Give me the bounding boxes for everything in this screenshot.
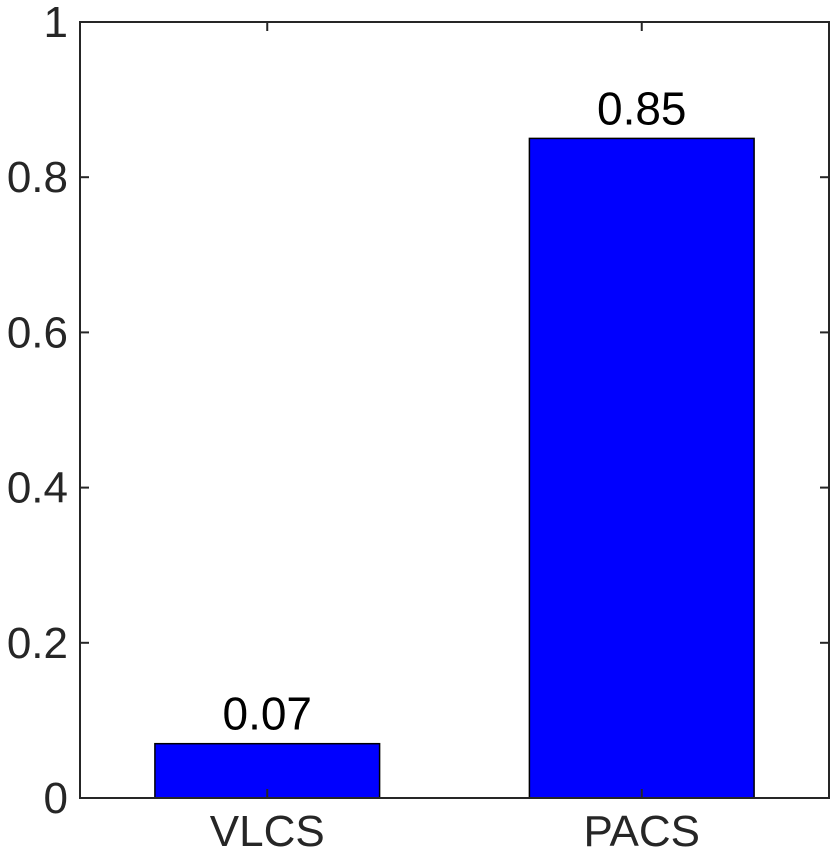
y-tick-label: 0.4 [7, 464, 68, 513]
y-tick-label: 0.2 [7, 619, 68, 668]
y-tick-label: 1 [44, 0, 68, 47]
y-tick-label: 0.6 [7, 308, 68, 357]
data-label-pacs: 0.85 [597, 82, 687, 134]
x-tick-label-vlcs: VLCS [210, 807, 325, 856]
bar-pacs [528, 137, 755, 799]
y-tick-label: 0 [44, 774, 68, 823]
axes-box [79, 21, 830, 799]
data-label-vlcs: 0.07 [222, 688, 312, 740]
plot-area: 0.07 VLCS 0.85 PACS 0 0.2 0.4 0.6 0.8 1 [7, 0, 830, 856]
y-tick-label: 0.8 [7, 153, 68, 202]
x-tick-label-pacs: PACS [583, 807, 700, 856]
bar-vlcs [154, 742, 381, 799]
